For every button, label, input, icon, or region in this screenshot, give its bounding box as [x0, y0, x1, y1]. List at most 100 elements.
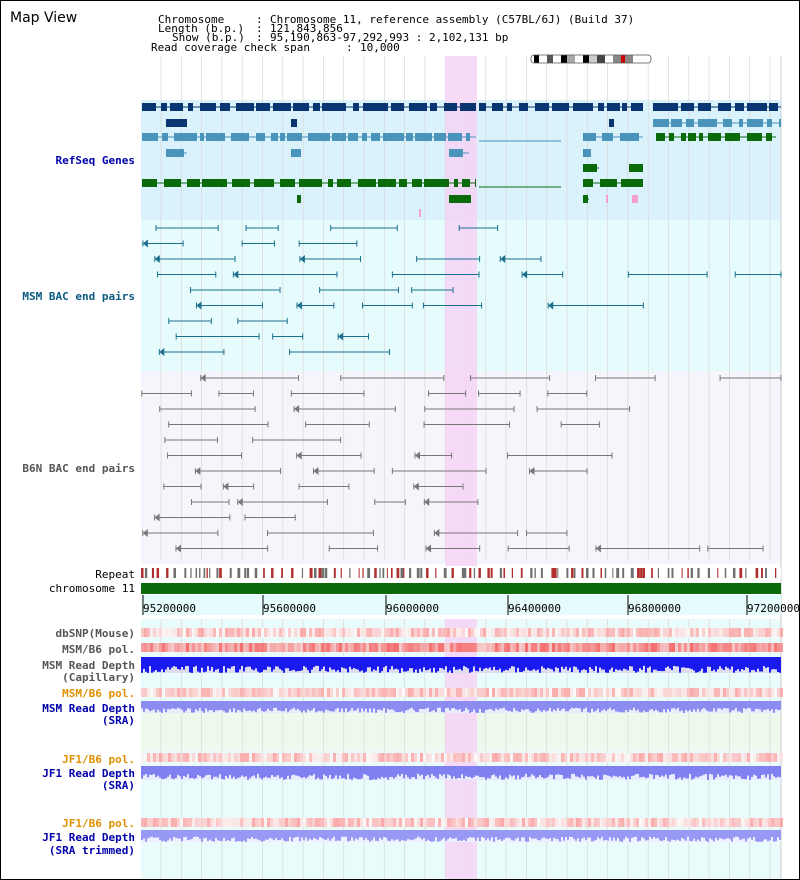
depth-bar [711, 830, 713, 840]
depth-bar [423, 766, 425, 780]
depth-bar [723, 701, 725, 708]
heat-cell [459, 818, 462, 827]
depth-bar [219, 830, 221, 841]
track-label-msm-depth-cap[interactable]: MSM Read Depth [42, 659, 135, 672]
depth-bar [215, 766, 217, 777]
heat-cell [597, 753, 600, 762]
heat-cell [630, 688, 633, 697]
depth-bar [381, 830, 383, 840]
depth-bar [595, 766, 597, 779]
depth-bar [507, 701, 509, 712]
depth-bar [149, 766, 151, 775]
heat-cell [561, 688, 564, 697]
track-label-jf1-b6-pol-2[interactable]: JF1/B6 pol. [62, 817, 135, 830]
depth-bar [227, 701, 229, 713]
heat-cell [765, 643, 768, 652]
heat-cell [219, 688, 222, 697]
heat-cell [531, 643, 534, 652]
heat-cell [225, 643, 228, 652]
heat-cell [759, 818, 762, 827]
heat-cell [330, 628, 333, 637]
depth-bar [639, 830, 641, 841]
track-label-msm-depth-cap-sub: (Capillary) [62, 671, 135, 684]
depth-bar [339, 766, 341, 776]
depth-bar [551, 830, 553, 842]
heat-cell [168, 818, 171, 827]
depth-bar [305, 766, 307, 779]
track-label-msm-bac[interactable]: MSM BAC end pairs [22, 290, 135, 303]
repeat-mark [141, 568, 144, 578]
heat-cell [780, 818, 783, 827]
depth-bar [739, 657, 741, 672]
heat-cell [744, 628, 747, 637]
heat-cell [147, 643, 150, 652]
heat-cell [576, 688, 579, 697]
bac-arrow [237, 498, 243, 506]
heat-cell [198, 628, 201, 637]
heat-cell [288, 628, 291, 637]
depth-bar [399, 830, 401, 842]
gene-exon [291, 149, 301, 157]
depth-bar [435, 657, 437, 673]
depth-bar [181, 701, 183, 710]
depth-bar [203, 830, 205, 839]
heat-cell [468, 688, 471, 697]
repeat-mark [206, 568, 208, 578]
depth-bar [313, 830, 315, 838]
track-label-jf1-depth-trim[interactable]: JF1 Read Depth [42, 831, 135, 844]
track-label-refseq[interactable]: RefSeq Genes [55, 154, 135, 167]
heat-cell [753, 628, 756, 637]
heat-cell [366, 688, 369, 697]
repeat-mark [612, 568, 614, 578]
depth-bar [651, 701, 653, 710]
depth-bar [239, 701, 241, 711]
depth-bar [541, 766, 543, 778]
heat-cell [537, 688, 540, 697]
heat-cell [354, 753, 357, 762]
ideogram-band [605, 55, 613, 63]
heat-cell [675, 818, 678, 827]
heat-cell [366, 818, 369, 827]
heat-cell [540, 753, 543, 762]
depth-bar [653, 766, 655, 779]
heat-cell [327, 688, 330, 697]
depth-bar [753, 701, 755, 712]
depth-bar [397, 657, 399, 670]
depth-bar [307, 701, 309, 710]
heat-cell [690, 688, 693, 697]
depth-bar [503, 766, 505, 780]
gene-exon [462, 179, 470, 187]
track-label-jf1-depth-sra[interactable]: JF1 Read Depth [42, 767, 135, 780]
track-label-msm-b6-pol-2[interactable]: MSM/B6 pol. [62, 687, 135, 700]
gene-exon [358, 179, 376, 187]
depth-bar [727, 766, 729, 778]
heat-cell [297, 753, 300, 762]
track-label-dbsnp[interactable]: dbSNP(Mouse) [55, 627, 135, 640]
depth-bar [369, 657, 371, 668]
heat-cell [438, 688, 441, 697]
heat-cell [717, 688, 720, 697]
heat-cell [615, 628, 618, 637]
depth-bar [343, 830, 345, 837]
depth-bar [221, 701, 223, 711]
heat-cell [654, 688, 657, 697]
depth-bar [433, 766, 435, 776]
track-label-jf1-b6-pol-1[interactable]: JF1/B6 pol. [62, 753, 135, 766]
track-label-msm-depth-sra[interactable]: MSM Read Depth [42, 702, 135, 715]
heat-cell [540, 628, 543, 637]
depth-bar [223, 766, 225, 780]
heat-cell [390, 628, 393, 637]
depth-bar [557, 766, 559, 775]
heat-cell [693, 688, 696, 697]
depth-bar [611, 657, 613, 668]
depth-bar [569, 657, 571, 668]
repeat-mark [435, 568, 437, 578]
heat-cell [183, 688, 186, 697]
track-label-b6n-bac[interactable]: B6N BAC end pairs [22, 462, 135, 475]
depth-bar [337, 701, 339, 708]
depth-bar [677, 830, 679, 840]
depth-bar [253, 701, 255, 711]
depth-bar [665, 830, 667, 838]
track-label-msm-b6-pol-1[interactable]: MSM/B6 pol. [62, 643, 135, 656]
